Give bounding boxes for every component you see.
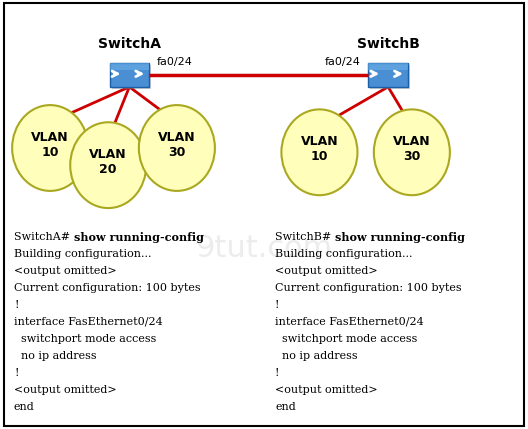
Ellipse shape <box>139 105 215 191</box>
Text: Building configuration...: Building configuration... <box>14 249 152 259</box>
Text: !: ! <box>275 300 279 310</box>
Text: VLAN
30: VLAN 30 <box>158 130 196 159</box>
Text: VLAN
10: VLAN 10 <box>31 130 69 159</box>
Text: Building configuration...: Building configuration... <box>275 249 412 259</box>
Text: <output omitted>: <output omitted> <box>275 266 378 276</box>
FancyBboxPatch shape <box>4 3 524 426</box>
Text: show running-config: show running-config <box>335 232 465 243</box>
Text: VLAN
10: VLAN 10 <box>300 135 338 163</box>
Text: SwitchB: SwitchB <box>356 37 420 51</box>
Text: fa0/24: fa0/24 <box>157 57 193 67</box>
Text: VLAN
30: VLAN 30 <box>393 135 431 163</box>
Text: interface FasEthernet0/24: interface FasEthernet0/24 <box>275 317 424 327</box>
Text: !: ! <box>14 368 18 378</box>
Text: Current configuration: 100 bytes: Current configuration: 100 bytes <box>275 283 461 293</box>
Text: show running-config: show running-config <box>73 232 204 243</box>
Text: 9tut.com: 9tut.com <box>195 234 333 263</box>
FancyBboxPatch shape <box>112 65 151 89</box>
FancyBboxPatch shape <box>110 63 149 70</box>
Text: <output omitted>: <output omitted> <box>275 385 378 395</box>
Text: SwitchA: SwitchA <box>98 37 161 51</box>
Ellipse shape <box>374 109 450 195</box>
Text: switchport mode access: switchport mode access <box>275 334 417 344</box>
FancyBboxPatch shape <box>371 65 410 89</box>
Ellipse shape <box>12 105 88 191</box>
Text: VLAN
20: VLAN 20 <box>89 148 127 176</box>
Text: no ip address: no ip address <box>14 351 97 361</box>
Text: fa0/24: fa0/24 <box>325 57 360 67</box>
FancyBboxPatch shape <box>369 63 408 87</box>
Ellipse shape <box>70 122 146 208</box>
Text: no ip address: no ip address <box>275 351 357 361</box>
Text: !: ! <box>14 300 18 310</box>
Text: <output omitted>: <output omitted> <box>14 266 117 276</box>
Text: interface FasEthernet0/24: interface FasEthernet0/24 <box>14 317 163 327</box>
Text: SwitchB#: SwitchB# <box>275 232 335 242</box>
Text: end: end <box>14 402 35 412</box>
Text: SwitchA#: SwitchA# <box>14 232 73 242</box>
Text: end: end <box>275 402 296 412</box>
Text: switchport mode access: switchport mode access <box>14 334 156 344</box>
FancyBboxPatch shape <box>110 63 149 87</box>
Text: <output omitted>: <output omitted> <box>14 385 117 395</box>
Ellipse shape <box>281 109 357 195</box>
Text: !: ! <box>275 368 279 378</box>
Text: Current configuration: 100 bytes: Current configuration: 100 bytes <box>14 283 201 293</box>
FancyBboxPatch shape <box>369 63 408 70</box>
